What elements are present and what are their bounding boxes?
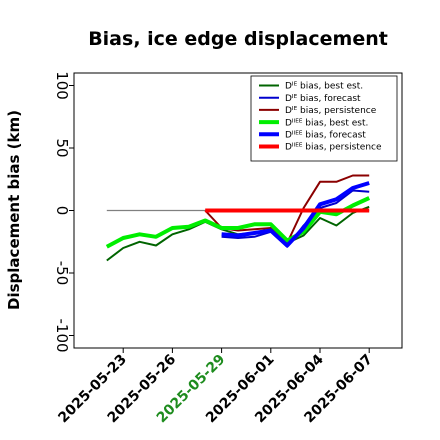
legend-entry: Dᴵᴱ bias, forecast [285, 94, 361, 104]
y-tick-label: -50 [53, 261, 71, 286]
series-line-5 [221, 181, 370, 248]
legend-entry: Dᴵᴵᴱᴱ bias, persistence [285, 143, 382, 153]
y-tick-label: 0 [53, 206, 71, 216]
legend-entry: Dᴵᴱ bias, persistence [285, 106, 377, 116]
series-line-4 [105, 196, 371, 249]
y-tick-label: 50 [53, 138, 71, 157]
y-tick-label: 100 [53, 71, 71, 100]
y-axis-label: Displacement bias (km) [5, 110, 23, 310]
y-tick-label: -100 [53, 318, 71, 352]
legend-entry: Dᴵᴵᴱᴱ bias, forecast [285, 131, 366, 141]
legend: Dᴵᴱ bias, best est. Dᴵᴱ bias, forecast Dᴵᴱ… [250, 75, 398, 162]
chart-title: Bias, ice edge displacement [88, 28, 388, 50]
legend-entry: Dᴵᴵᴱᴱ bias, best est. [285, 118, 368, 128]
legend-entry: Dᴵᴱ bias, best est. [285, 82, 363, 92]
